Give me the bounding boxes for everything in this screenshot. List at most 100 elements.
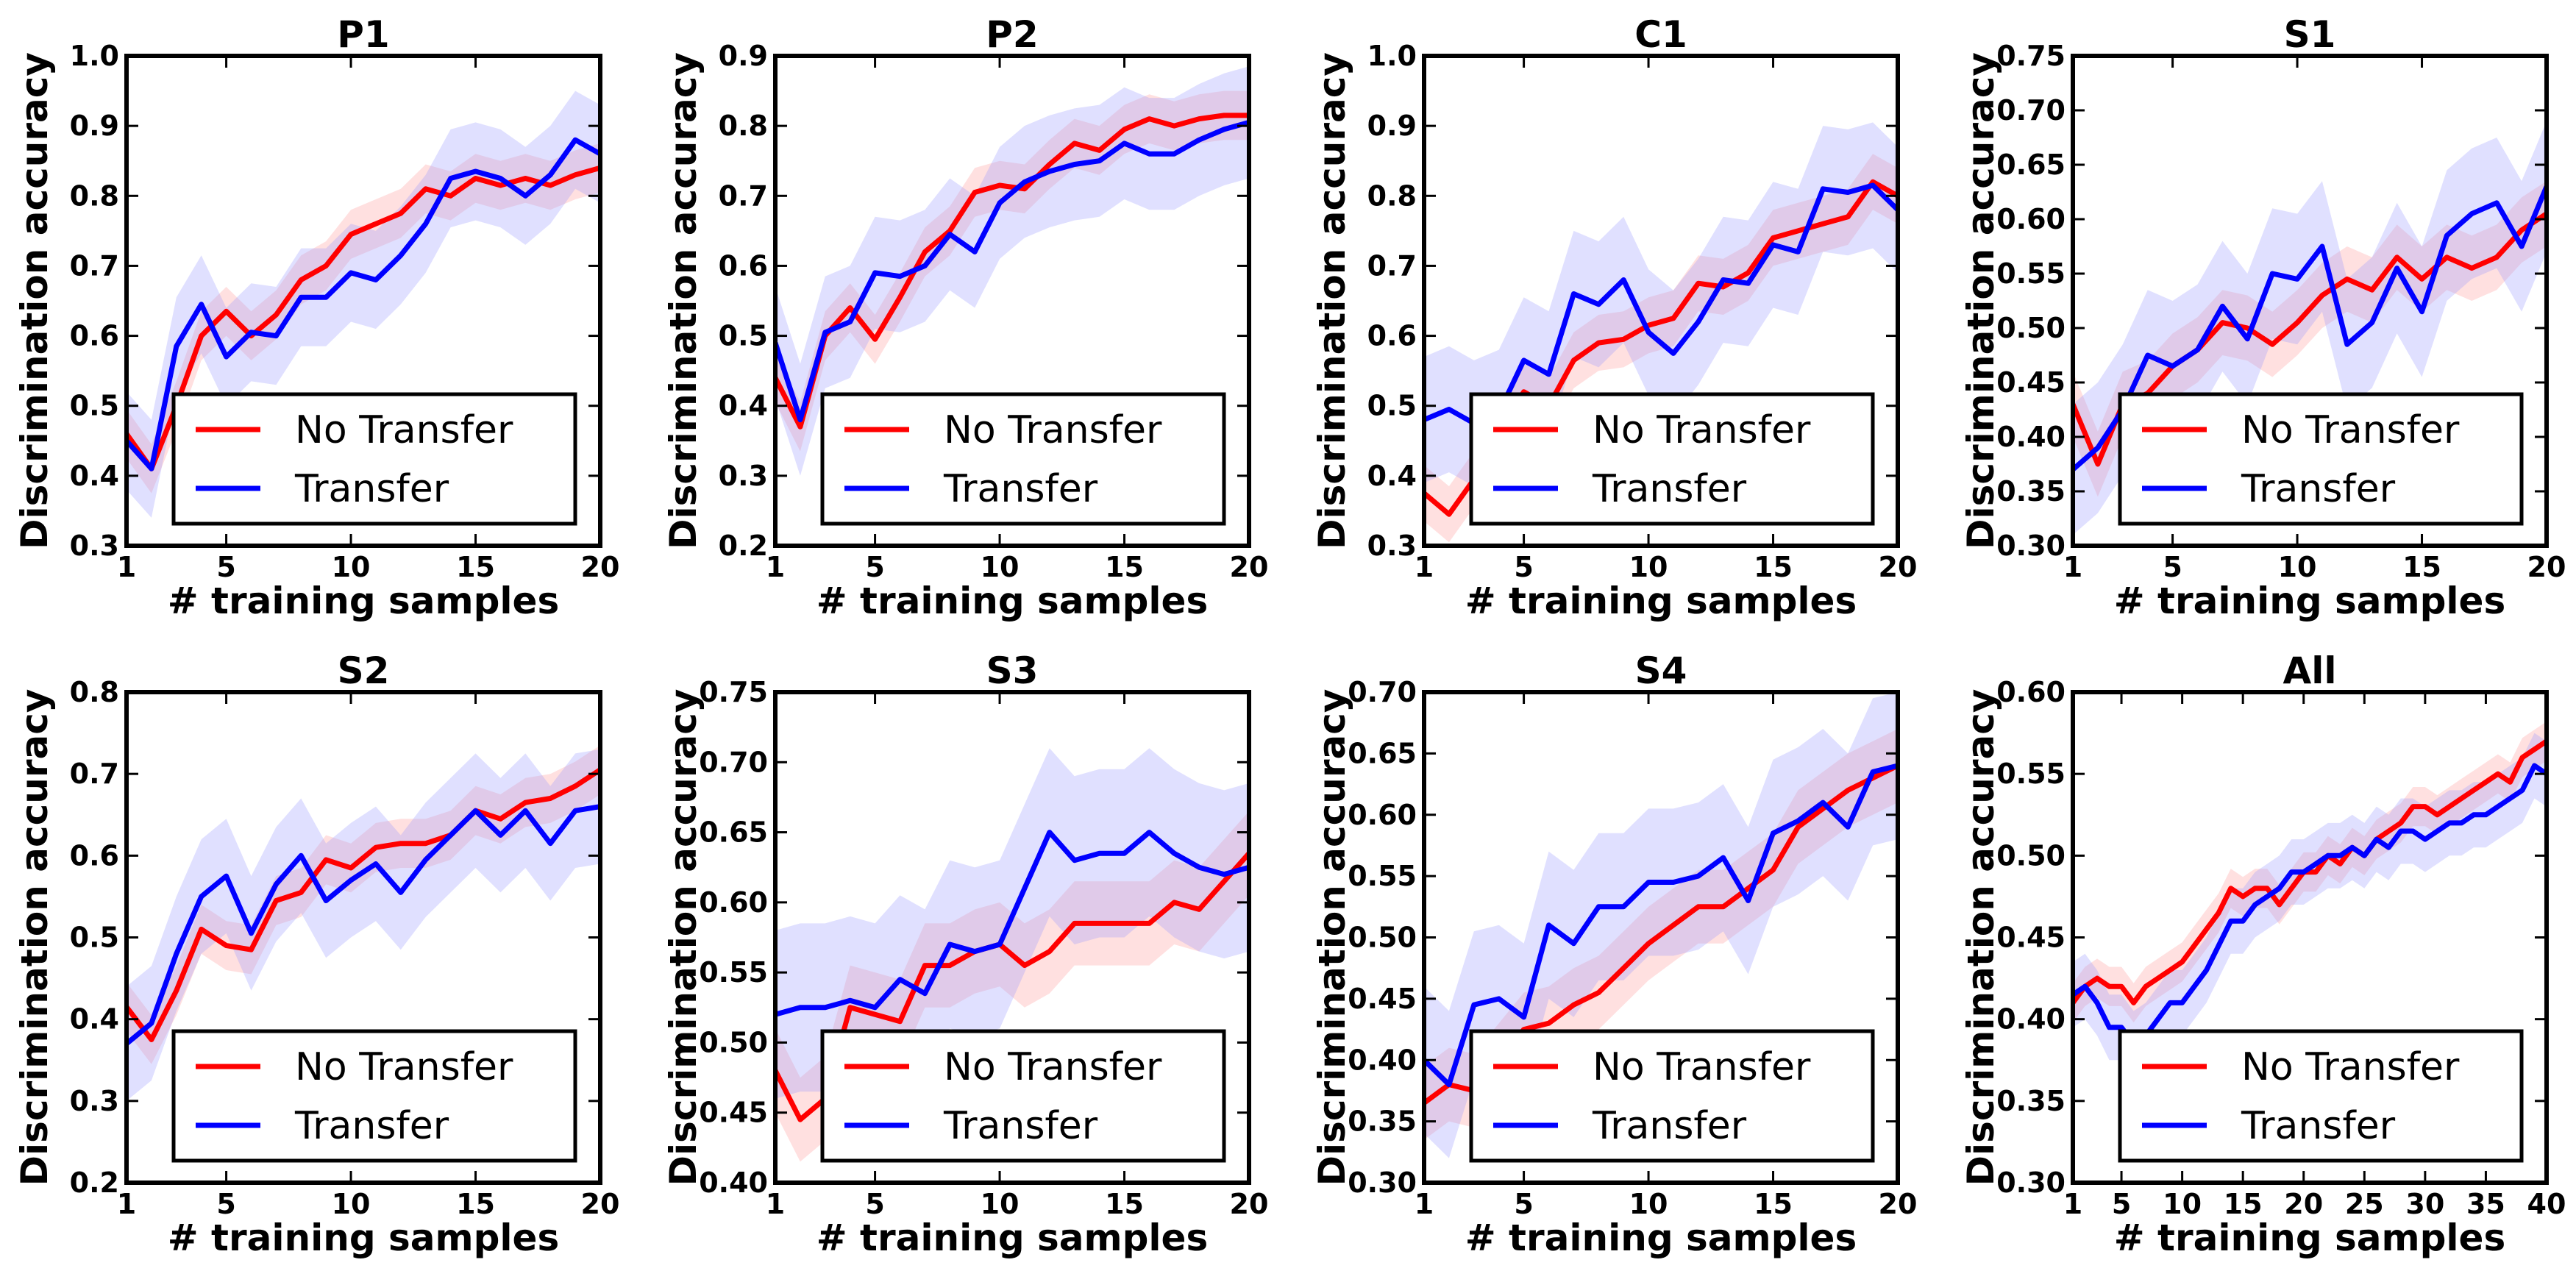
y-tick-label: 0.35 — [1348, 1105, 1417, 1138]
legend-box — [1469, 1029, 1875, 1163]
x-tick-label: 1 — [766, 551, 785, 583]
plot-area — [775, 66, 1249, 476]
y-tick-label: 0.4 — [1367, 460, 1417, 492]
y-tick-label: 0.40 — [1996, 421, 2066, 453]
y-tick-label: 0.50 — [1996, 839, 2066, 872]
x-tick-label: 5 — [1514, 551, 1533, 583]
confidence-band-no-transfer — [2073, 181, 2547, 497]
y-tick-label: 0.30 — [1996, 1167, 2066, 1199]
y-tick-label: 0.70 — [1348, 676, 1417, 708]
legend-label-no-transfer: No Transfer — [2241, 408, 2460, 452]
y-tick-label: 0.30 — [1996, 530, 2066, 562]
legend-box — [820, 392, 1226, 526]
x-axis-label: # training samples — [816, 580, 1208, 622]
legend: No Transfer Transfer — [171, 392, 577, 526]
legend-box — [2118, 392, 2524, 526]
y-tick-label: 0.65 — [1996, 149, 2066, 181]
y-tick-label: 0.7 — [1367, 249, 1417, 282]
legend: No Transfer Transfer — [820, 392, 1226, 526]
confidence-band-no-transfer — [1424, 154, 1898, 543]
y-tick-label: 0.3 — [719, 460, 768, 492]
legend-label-transfer: Transfer — [2241, 1104, 2396, 1148]
y-tick-label: 0.60 — [1348, 799, 1417, 831]
legend: No Transfer Transfer — [2118, 392, 2524, 526]
y-tick-label: 0.9 — [1367, 110, 1417, 142]
series-line-transfer — [2073, 185, 2547, 472]
x-tick-label: 20 — [1230, 1188, 1269, 1220]
legend: No Transfer Transfer — [820, 1029, 1226, 1163]
legend: No Transfer Transfer — [1469, 392, 1875, 526]
y-tick-label: 1.0 — [1367, 40, 1417, 72]
legend-box — [171, 392, 577, 526]
x-tick-label: 5 — [2163, 551, 2182, 583]
legend-label-no-transfer: No Transfer — [1593, 1045, 1811, 1089]
confidence-band-transfer — [775, 66, 1249, 476]
chart-title: S2 — [338, 649, 390, 692]
legend-label-no-transfer: No Transfer — [1593, 408, 1811, 452]
y-tick-label: 0.6 — [1367, 320, 1417, 352]
confidence-band-transfer — [2073, 733, 2547, 1077]
x-tick-label: 40 — [2527, 1188, 2566, 1220]
x-tick-label: 10 — [1629, 551, 1668, 583]
legend-label-no-transfer: No Transfer — [944, 1045, 1162, 1089]
x-tick-label: 20 — [1230, 551, 1269, 583]
y-tick-label: 0.50 — [1348, 922, 1417, 954]
y-tick-label: 0.4 — [70, 460, 119, 492]
legend-label-no-transfer: No Transfer — [944, 408, 1162, 452]
x-tick-label: 5 — [865, 1188, 884, 1220]
x-tick-label: 5 — [2112, 1188, 2131, 1220]
x-axis-label: # training samples — [168, 1217, 559, 1259]
x-axis-label: # training samples — [816, 1217, 1208, 1259]
y-tick-label: 0.30 — [1348, 1167, 1417, 1199]
y-tick-label: 0.6 — [70, 320, 119, 352]
plot-area — [775, 748, 1249, 1162]
x-tick-label: 15 — [1754, 1188, 1793, 1220]
x-tick-label: 30 — [2405, 1188, 2444, 1220]
legend-box — [820, 1029, 1226, 1163]
y-tick-label: 0.7 — [719, 179, 768, 212]
y-tick-label: 0.5 — [70, 922, 119, 954]
legend-label-transfer: Transfer — [1592, 467, 1747, 511]
series-line-transfer — [1424, 763, 1898, 1088]
confidence-band-no-transfer — [775, 90, 1249, 452]
y-tick-label: 0.35 — [1996, 1085, 2066, 1117]
x-tick-label: 20 — [581, 1188, 620, 1220]
y-axis-label: Discrimination accuracy — [13, 688, 56, 1186]
legend-label-no-transfer: No Transfer — [2241, 1045, 2460, 1089]
axes-frame — [773, 54, 1251, 548]
chart-title: S3 — [986, 649, 1039, 692]
y-tick-label: 0.55 — [1348, 860, 1417, 892]
y-tick-label: 0.9 — [70, 110, 119, 142]
x-tick-label: 1 — [1415, 1188, 1434, 1220]
y-axis-label: Discrimination accuracy — [1960, 688, 2002, 1186]
legend-label-no-transfer: No Transfer — [295, 408, 513, 452]
x-tick-label: 20 — [1879, 1188, 1918, 1220]
x-tick-label: 1 — [2063, 1188, 2082, 1220]
x-tick-label: 5 — [216, 551, 235, 583]
x-tick-label: 15 — [456, 551, 495, 583]
x-tick-label: 10 — [332, 1188, 371, 1220]
confidence-band-transfer — [127, 749, 600, 1101]
y-tick-label: 0.5 — [1367, 390, 1417, 422]
x-tick-label: 25 — [2345, 1188, 2384, 1220]
y-tick-label: 0.2 — [719, 530, 768, 562]
x-tick-label: 10 — [2278, 551, 2317, 583]
legend-label-transfer: Transfer — [294, 1104, 449, 1148]
x-tick-label: 10 — [1629, 1188, 1668, 1220]
y-tick-label: 0.4 — [719, 390, 768, 422]
legend-box — [1469, 392, 1875, 526]
y-tick-label: 0.60 — [1996, 203, 2066, 235]
x-tick-label: 15 — [1105, 1188, 1144, 1220]
x-tick-label: 15 — [2224, 1188, 2263, 1220]
y-tick-label: 0.75 — [1996, 40, 2066, 72]
x-axis-label: # training samples — [1465, 580, 1857, 622]
series-line-transfer — [775, 120, 1249, 423]
axes-frame — [124, 54, 602, 548]
y-tick-label: 0.55 — [1996, 758, 2066, 790]
y-axis-label: Discrimination accuracy — [662, 52, 705, 549]
chart-panel-s4: 0.300.350.400.450.500.550.600.650.701 5 10… — [1311, 649, 1917, 1259]
y-tick-label: 0.70 — [1996, 94, 2066, 127]
